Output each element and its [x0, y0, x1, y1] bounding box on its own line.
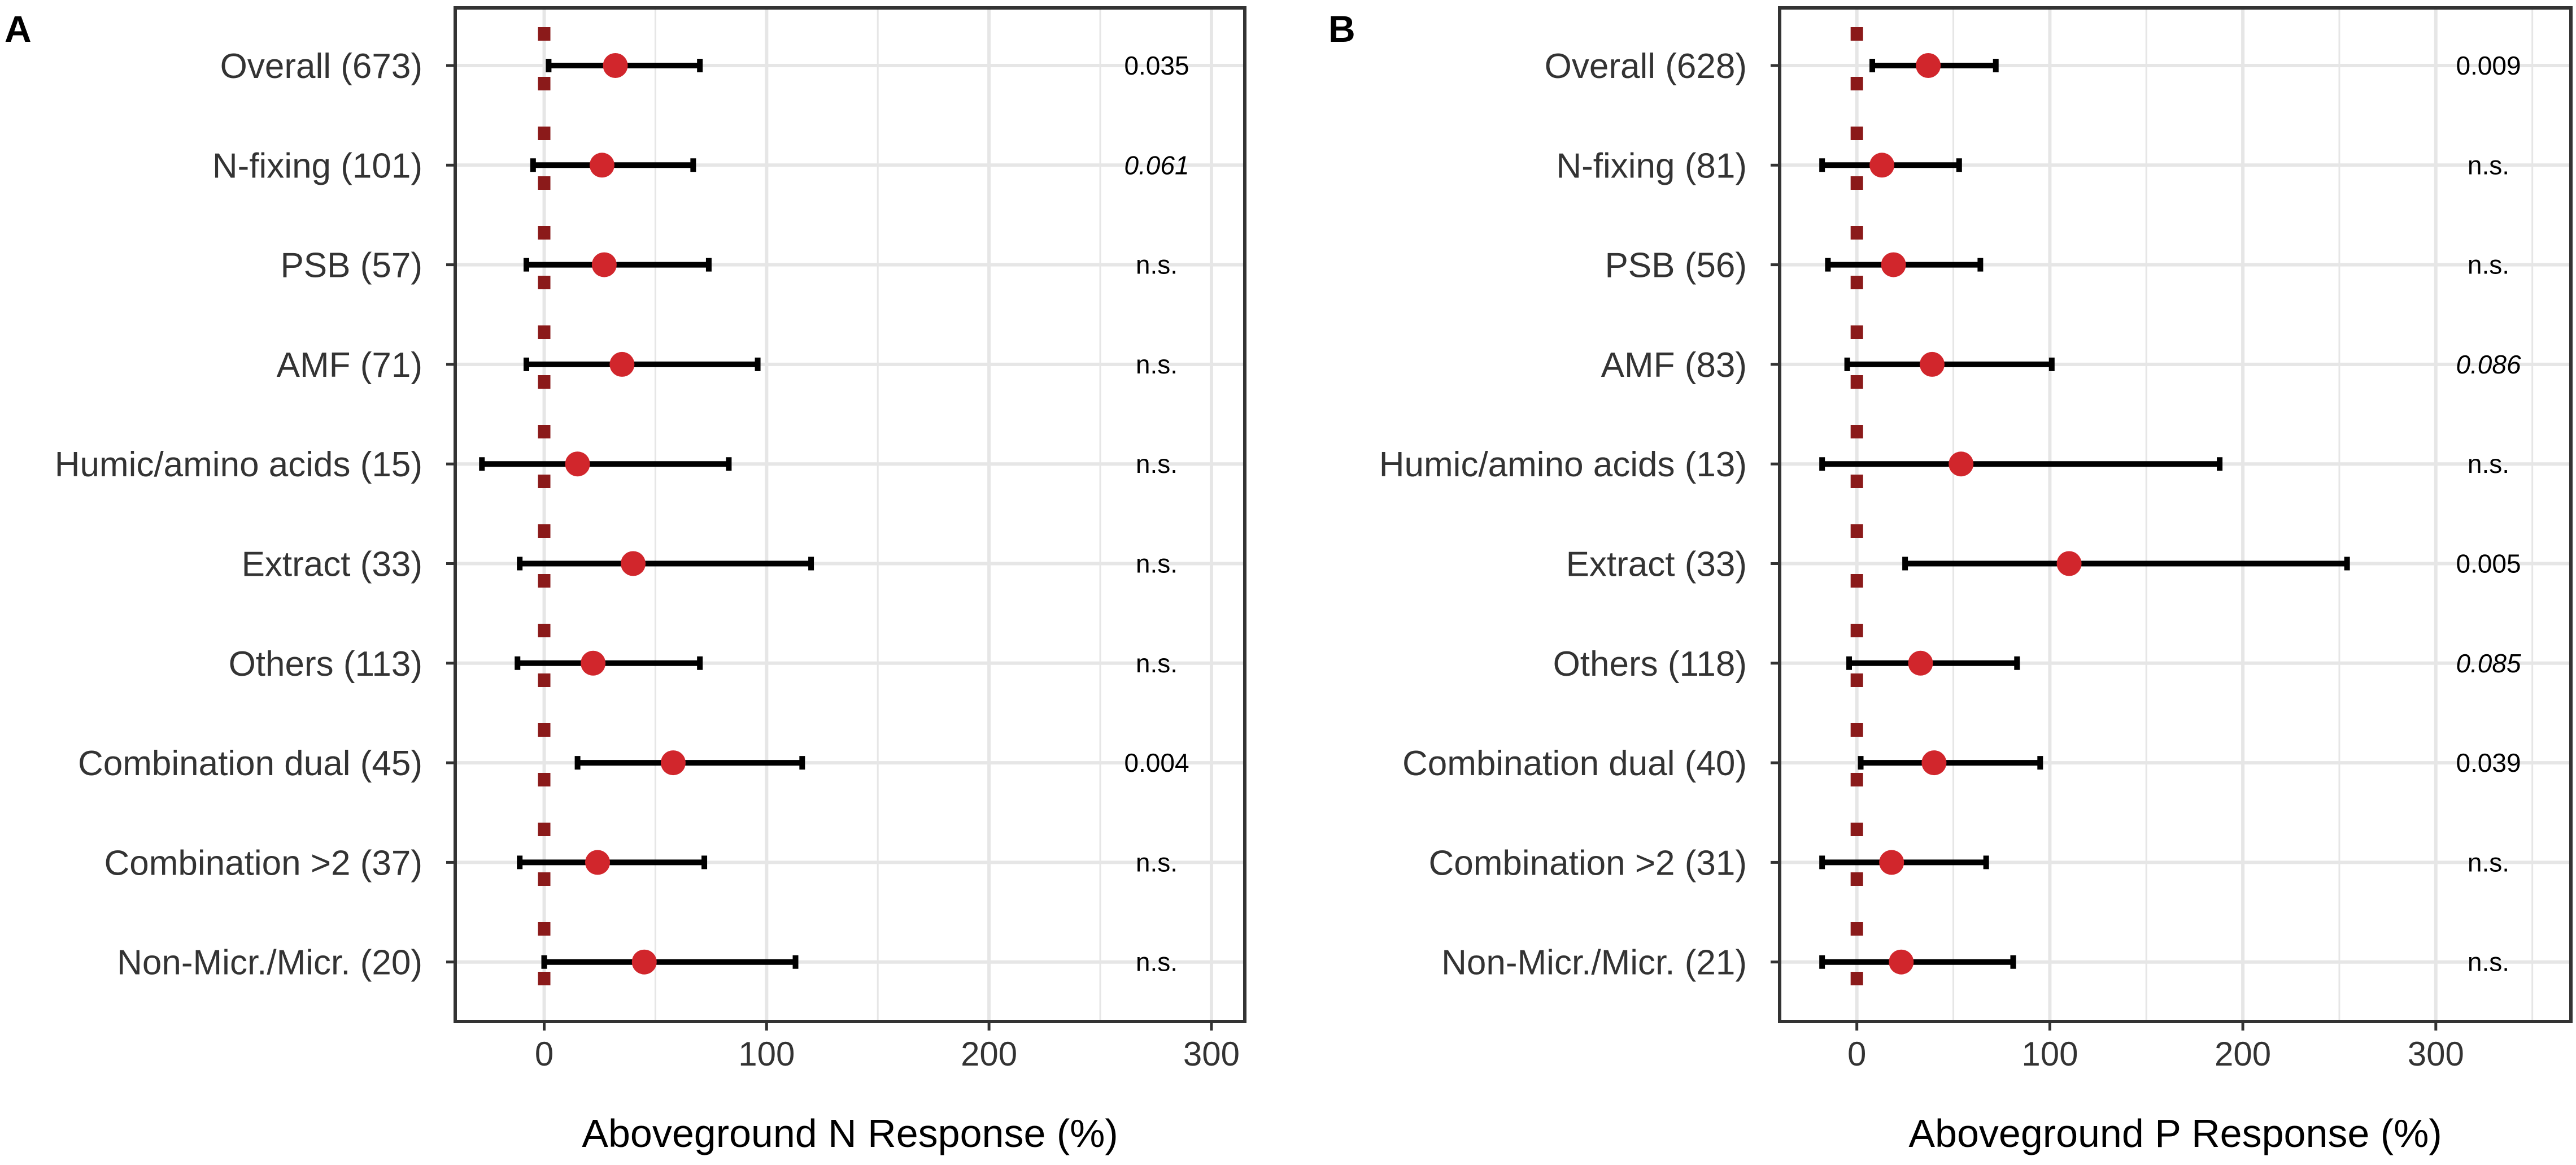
p-value-label: n.s.: [1136, 947, 1178, 977]
panel-b: Overall (628) 0.009 N-fixing (81) n.s. PSB (…: [1328, 6, 2573, 1155]
x-axis-title: Aboveground P Response (%): [1908, 1111, 2442, 1155]
panel-letter: B: [1328, 8, 1355, 50]
p-value-label: n.s.: [1136, 449, 1178, 479]
x-tick-label: 0: [535, 1035, 553, 1073]
x-tick-label: 300: [2408, 1035, 2464, 1073]
estimate-point: [1869, 153, 1895, 178]
row-label: Extract (33): [1566, 545, 1747, 584]
row-label: PSB (57): [280, 246, 422, 285]
estimate-point: [1919, 351, 1945, 377]
p-value-label: 0.035: [1124, 51, 1189, 80]
row-label: N-fixing (101): [212, 146, 422, 185]
estimate-point: [609, 351, 635, 377]
p-value-label: n.s.: [1136, 549, 1178, 579]
estimate-point: [1949, 451, 1974, 477]
row-label: Extract (33): [242, 545, 422, 584]
estimate-point: [1879, 850, 1904, 875]
estimate-point: [1881, 252, 1906, 277]
row-label: Overall (628): [1545, 47, 1747, 86]
row-label: PSB (56): [1605, 246, 1747, 285]
p-value-label: 0.009: [2456, 51, 2521, 80]
row-label: Humic/amino acids (15): [55, 445, 422, 484]
row-label: AMF (71): [277, 346, 422, 385]
p-value-label: n.s.: [1136, 847, 1178, 877]
p-value-label: 0.004: [1124, 748, 1189, 777]
p-value-label: n.s.: [2468, 947, 2509, 977]
p-value-label: 0.005: [2456, 549, 2521, 579]
p-value-label: n.s.: [1136, 649, 1178, 678]
estimate-point: [581, 650, 606, 676]
row-label: Others (118): [1553, 645, 1747, 684]
panel-border: [454, 6, 1246, 1023]
estimate-point: [1908, 650, 1933, 676]
estimate-point: [589, 153, 614, 178]
estimate-point: [1916, 53, 1941, 78]
row-label: Others (113): [229, 645, 422, 684]
panel-letter: A: [5, 8, 32, 50]
estimate-point: [660, 750, 686, 776]
panel-a: Overall (673) 0.035 N-fixing (101) 0.061 PSB…: [5, 6, 1246, 1155]
row-label: Non-Micr./Micr. (21): [1441, 944, 1747, 983]
x-tick-label: 300: [1183, 1035, 1240, 1073]
p-value-label: 0.086: [2456, 350, 2521, 379]
p-value-label: n.s.: [2468, 150, 2509, 180]
x-tick-label: 200: [2215, 1035, 2271, 1073]
estimate-point: [621, 551, 646, 576]
row-label: N-fixing (81): [1556, 146, 1747, 185]
estimate-point: [603, 53, 628, 78]
panel-border: [1778, 6, 2573, 1023]
x-tick-label: 200: [961, 1035, 1017, 1073]
row-label: Combination dual (45): [78, 744, 422, 783]
estimate-point: [2056, 551, 2082, 576]
p-value-label: n.s.: [2468, 847, 2509, 877]
row-label: Combination >2 (31): [1429, 844, 1747, 883]
p-value-label: n.s.: [1136, 350, 1178, 379]
estimate-point: [591, 252, 617, 277]
row-label: Overall (673): [220, 47, 422, 86]
p-value-label: n.s.: [1136, 250, 1178, 280]
p-value-label: n.s.: [2468, 250, 2509, 280]
estimate-point: [565, 451, 590, 477]
x-tick-label: 100: [738, 1035, 795, 1073]
row-label: Humic/amino acids (13): [1379, 445, 1747, 484]
p-value-label: 0.061: [1124, 150, 1189, 180]
row-label: Combination dual (40): [1402, 744, 1747, 783]
x-tick-label: 100: [2021, 1035, 2078, 1073]
row-label: Non-Micr./Micr. (20): [117, 944, 422, 983]
row-label: Combination >2 (37): [104, 844, 422, 883]
estimate-point: [631, 949, 657, 975]
x-axis-title: Aboveground N Response (%): [582, 1111, 1118, 1155]
estimate-point: [1921, 750, 1947, 776]
p-value-label: 0.039: [2456, 748, 2521, 777]
estimate-point: [585, 850, 611, 875]
x-tick-label: 0: [1847, 1035, 1866, 1073]
p-value-label: n.s.: [2468, 449, 2509, 479]
estimate-point: [1889, 949, 1914, 975]
p-value-label: 0.085: [2456, 649, 2521, 678]
row-label: AMF (83): [1601, 346, 1747, 385]
